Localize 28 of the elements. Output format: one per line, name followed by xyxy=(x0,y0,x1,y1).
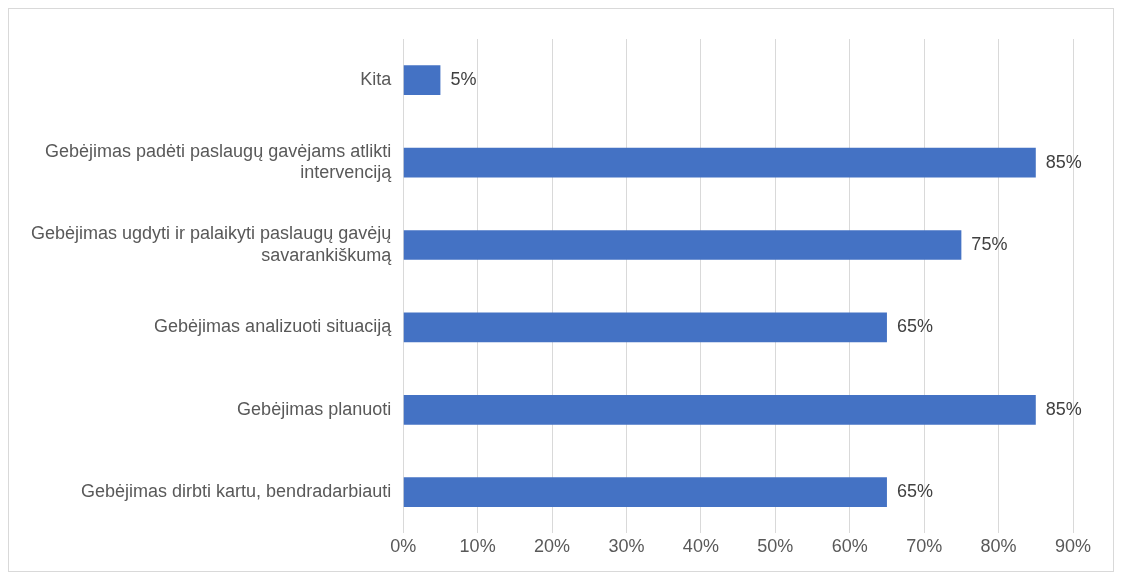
x-tick-label: 70% xyxy=(906,536,943,557)
y-tick-label: Gebėjimas analizuoti situaciją xyxy=(154,316,393,337)
data-label: 75% xyxy=(971,233,1008,254)
x-tick-label: 90% xyxy=(1054,536,1092,557)
y-tick-label: Gebėjimas padėti paslaugų gavėjams atlikti intervenciją xyxy=(45,140,393,183)
x-tick-label: 40% xyxy=(682,536,719,557)
y-tick-label: Kita xyxy=(360,69,393,90)
bar xyxy=(403,312,887,343)
x-tick-label: 50% xyxy=(757,536,794,557)
bar xyxy=(403,230,962,260)
x-tick-label: 30% xyxy=(608,536,645,557)
y-tick-label: Gebėjimas dirbti kartu, bendradarbiauti xyxy=(81,481,392,502)
bar xyxy=(403,394,1036,425)
x-tick-label: 0% xyxy=(390,536,417,557)
data-label: 85% xyxy=(1045,151,1082,172)
x-tick-label: 20% xyxy=(534,536,571,557)
data-label: 65% xyxy=(896,316,933,337)
data-label: 85% xyxy=(1045,398,1082,419)
bar xyxy=(403,477,887,508)
x-tick-label: 10% xyxy=(459,536,496,557)
bar xyxy=(403,147,1036,178)
data-label: 5% xyxy=(450,69,477,90)
y-tick-label: Gebėjimas planuoti xyxy=(237,398,392,419)
x-tick-label: 80% xyxy=(980,536,1017,557)
y-tick-label: Gebėjimas ugdyti ir palaikyti paslaugų gavėjų savarankiškumą xyxy=(31,223,393,265)
data-label: 65% xyxy=(896,481,933,502)
x-tick-label: 60% xyxy=(831,536,868,557)
bar xyxy=(403,65,441,96)
